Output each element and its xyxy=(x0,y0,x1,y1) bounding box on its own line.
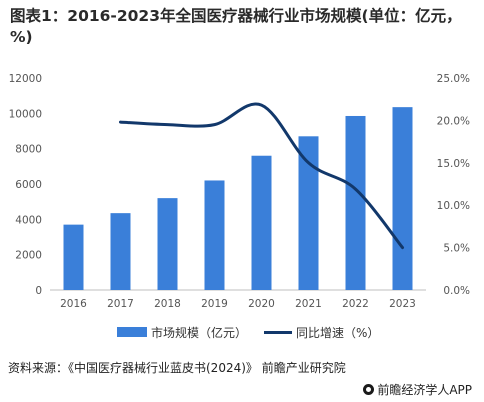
bar xyxy=(345,115,366,290)
x-tick-label: 2017 xyxy=(107,298,134,310)
bar xyxy=(63,224,84,290)
y-left-tick-label: 6000 xyxy=(15,179,42,191)
x-tick-label: 2022 xyxy=(342,298,369,310)
y-left-tick-label: 12000 xyxy=(9,73,42,85)
chart-legend: 市场规模（亿元） 同比增速（%） xyxy=(0,322,484,342)
y-left-tick-label: 2000 xyxy=(15,250,42,262)
legend-line-label: 同比增速（%） xyxy=(296,326,380,340)
x-tick-label: 2020 xyxy=(248,298,275,310)
bar xyxy=(298,136,319,290)
brand-logo-icon xyxy=(363,384,375,395)
y-right-tick-label: 10.0% xyxy=(437,200,470,212)
brand-label: 前瞻经济学人APP xyxy=(377,383,472,397)
x-tick-label: 2021 xyxy=(295,298,322,310)
bar xyxy=(392,107,413,291)
bar xyxy=(157,198,178,290)
x-tick-label: 2016 xyxy=(60,298,87,310)
bar xyxy=(251,155,272,290)
x-tick-label: 2023 xyxy=(389,298,416,310)
bar xyxy=(110,213,131,290)
legend-bar-label: 市场规模（亿元） xyxy=(151,326,248,340)
legend-line-swatch xyxy=(264,331,292,334)
y-right-tick-label: 25.0% xyxy=(437,73,470,85)
y-left-tick-label: 4000 xyxy=(15,214,42,226)
legend-bar-swatch xyxy=(117,327,147,337)
chart-svg: 0 2000 4000 6000 8000 10000 12000 0.0% 5.0% 10.0%… xyxy=(9,73,470,310)
brand-footer: 前瞻经济学人APP xyxy=(363,381,472,397)
source-note: 资料来源：《中国医疗器械行业蓝皮书(2024)》 前瞻产业研究院 xyxy=(8,361,346,375)
growth-line xyxy=(119,102,404,250)
y-left-tick-label: 0 xyxy=(35,285,42,297)
chart-title: 图表1：2016-2023年全国医疗器械行业市场规模(单位：亿元，%) xyxy=(10,7,462,46)
y-left-tick-label: 10000 xyxy=(9,108,42,120)
y-left-tick-label: 8000 xyxy=(15,144,42,156)
y-right-tick-label: 15.0% xyxy=(437,158,470,170)
y-right-tick-label: 20.0% xyxy=(437,115,470,127)
x-tick-label: 2018 xyxy=(154,298,181,310)
y-right-tick-label: 0.0% xyxy=(443,285,470,297)
bar xyxy=(204,180,225,290)
y-right-tick-label: 5.0% xyxy=(443,243,470,255)
x-tick-label: 2019 xyxy=(201,298,228,310)
